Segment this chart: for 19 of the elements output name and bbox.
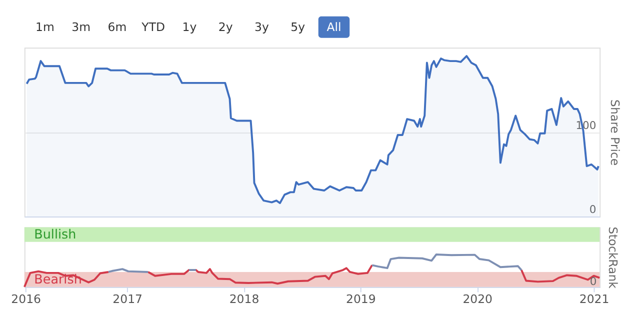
text: 2y (218, 20, 233, 34)
x-tick-label: 2021 (579, 292, 610, 306)
x-tick-label: 2016 (11, 292, 41, 306)
x-tick-label: 2018 (229, 292, 260, 306)
band-label: Bearish (34, 271, 82, 286)
text: 1y (182, 20, 197, 34)
text: 1m (35, 20, 54, 34)
text: 6m (108, 20, 127, 34)
x-tick-label: 2020 (462, 292, 492, 306)
x-tick-label: 2019 (346, 292, 376, 306)
text: YTD (140, 20, 165, 34)
text: 3m (72, 20, 90, 34)
x-tick-label: 2017 (112, 292, 142, 306)
text: 5y (290, 20, 306, 34)
text: All (326, 20, 342, 34)
band-label: Bullish (34, 226, 76, 242)
y-axis-title: Share Price (608, 100, 622, 166)
y-axis-title: StockRank (606, 226, 620, 289)
text: 3y (254, 20, 269, 34)
